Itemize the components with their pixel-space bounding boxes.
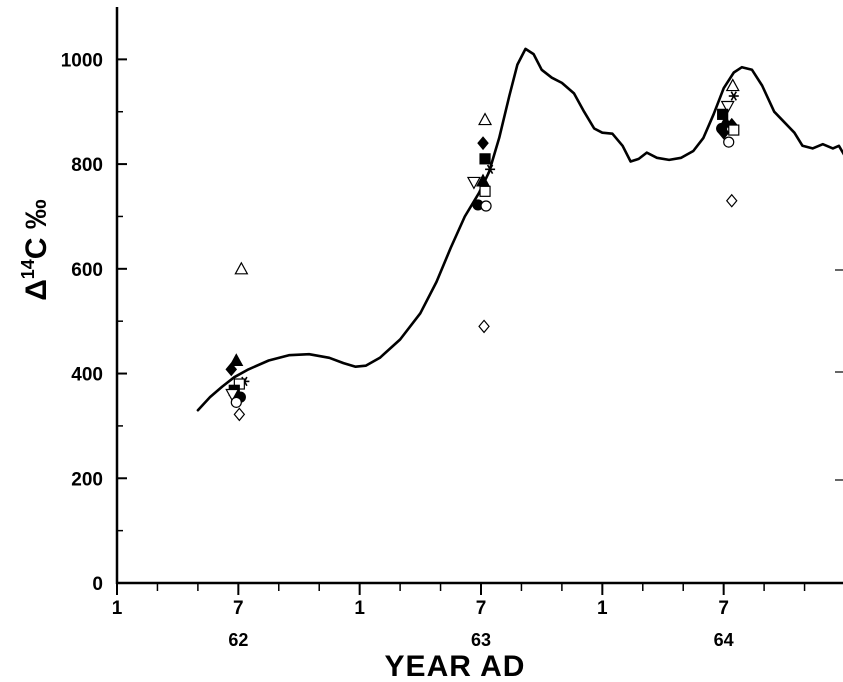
- data-point-diamond-filled: [477, 136, 489, 151]
- tick-labels: 0 200 400 600 800 1000 1 7 1 7 1 7 62 63 64: [61, 50, 734, 650]
- y-axis-title-rest: C ‰: [20, 199, 53, 259]
- y-axis-title-superscript: 14: [18, 259, 38, 279]
- data-point-square-open: [479, 185, 491, 197]
- data-point-diamond-open: [233, 407, 246, 422]
- year-label: 62: [228, 630, 248, 650]
- x-tick-label: 1: [597, 598, 608, 619]
- data-point-circle-open: [723, 136, 735, 148]
- model-curve: [196, 47, 843, 412]
- x-tick-label: 1: [112, 598, 123, 619]
- data-point-square-filled: [479, 153, 491, 165]
- data-point-triangle-open: [725, 78, 740, 92]
- data-point-diamond-filled: [225, 362, 238, 377]
- data-point-diamond-filled: [717, 125, 730, 140]
- x-tick-label: 1: [354, 598, 365, 619]
- x-tick-label: 7: [718, 598, 729, 619]
- x-tick-label: 7: [476, 598, 487, 619]
- data-point-square-filled: [717, 108, 729, 120]
- data-point-circle-open: [230, 396, 242, 408]
- y-tick-label: 600: [71, 260, 103, 281]
- data-point-diamond-open: [725, 193, 738, 208]
- y-axis-title: Δ14C ‰: [18, 199, 53, 301]
- axes: [115, 7, 843, 585]
- x-axis-title: YEAR AD: [385, 650, 526, 682]
- y-tick-label: 200: [71, 469, 103, 490]
- y-tick-label: 1000: [61, 50, 103, 71]
- y-axis-title-delta: Δ: [20, 279, 53, 301]
- data-point-triangle-open: [234, 261, 249, 275]
- y-tick-label: 0: [92, 574, 103, 595]
- data-point-square-open: [728, 124, 740, 136]
- data-point-diamond-open: [478, 319, 490, 334]
- x-tick-label: 7: [233, 598, 244, 619]
- ticks: [116, 58, 843, 595]
- data-point-triangle-down-open: [720, 100, 735, 114]
- data-point-asterisk: [485, 164, 496, 175]
- data-point-circle-open: [480, 200, 492, 212]
- points-layer: [225, 78, 740, 422]
- y-tick-label: 800: [71, 155, 103, 176]
- data-point-asterisk: [728, 91, 739, 101]
- asterisk-stroke: [730, 91, 737, 101]
- data-point-triangle-open: [478, 112, 493, 126]
- data-point-triangle-down-open: [466, 176, 481, 190]
- year-label: 63: [471, 630, 491, 650]
- asterisk-stroke: [486, 164, 494, 175]
- data-point-triangle-filled: [229, 353, 244, 367]
- year-label: 64: [714, 630, 734, 650]
- y-tick-label: 400: [71, 365, 103, 386]
- curve-layer: [196, 47, 843, 412]
